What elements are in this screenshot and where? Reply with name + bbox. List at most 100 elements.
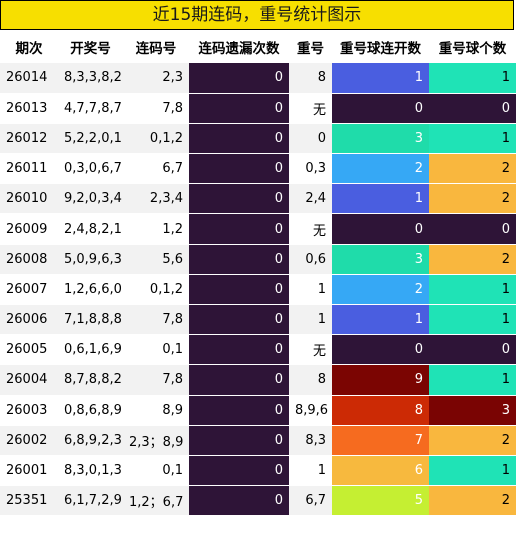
repeat-count-cell: 1 [429,304,516,336]
repeat-count-cell: 2 [429,153,516,185]
period-cell: 26006 [0,304,58,336]
repeat-cell: 8,3 [289,425,332,456]
period-cell: 26010 [0,183,58,215]
repeat-count-cell: 1 [429,274,516,306]
consecutive-cell: 2,3；8,9 [123,425,189,456]
numbers-cell: 2,4,8,2,1 [58,213,123,245]
repeat-cell: 6,7 [289,485,332,517]
table-row: 25351 6,1,7,2,9 1,2；6,7 0 6,7 5 2 [0,485,516,517]
repeat-streak-cell: 1 [332,304,429,336]
numbers-cell: 6,1,7,2,9 [58,485,123,517]
numbers-cell: 5,2,2,0,1 [58,123,123,155]
numbers-cell: 8,3,3,8,2 [58,63,123,94]
table-row: 26013 4,7,7,8,7 7,8 0 无 0 0 [0,93,516,124]
period-cell: 26011 [0,153,58,185]
repeat-streak-cell: 0 [332,213,429,245]
consecutive-cell: 2,3,4 [123,183,189,215]
table-row: 26010 9,2,0,3,4 2,3,4 0 2,4 1 2 [0,183,516,215]
table-row: 26008 5,0,9,6,3 5,6 0 0,6 3 2 [0,244,516,275]
repeat-streak-cell: 6 [332,455,429,487]
repeat-count-cell: 0 [429,334,516,366]
stats-table: 期次 开奖号 连码号 连码遗漏次数 重号 重号球连开数 重号球个数 26014 8… [0,30,516,517]
repeat-streak-cell: 3 [332,123,429,155]
miss-count-cell: 0 [189,183,289,215]
miss-count-cell: 0 [189,274,289,306]
miss-count-cell: 0 [189,123,289,155]
repeat-count-cell: 2 [429,485,516,517]
consecutive-cell: 8,9 [123,395,189,426]
repeat-count-cell: 3 [429,395,516,426]
repeat-cell: 0,3 [289,153,332,185]
repeat-count-cell: 0 [429,93,516,124]
period-cell: 26002 [0,425,58,456]
table-row: 26004 8,7,8,8,2 7,8 0 8 9 1 [0,364,516,396]
col-header-repeat-count: 重号球个数 [438,40,507,57]
numbers-cell: 8,3,0,1,3 [58,455,123,487]
repeat-count-cell: 2 [429,183,516,215]
period-cell: 26007 [0,274,58,306]
numbers-cell: 0,3,0,6,7 [58,153,123,185]
col-header-miss-count: 连码遗漏次数 [198,40,280,57]
header-row: 期次 开奖号 连码号 连码遗漏次数 重号 重号球连开数 重号球个数 [0,30,516,63]
miss-count-cell: 0 [189,485,289,517]
miss-count-cell: 0 [189,304,289,336]
period-cell: 26013 [0,93,58,124]
table-row: 26005 0,6,1,6,9 0,1 0 无 0 0 [0,334,516,366]
numbers-cell: 0,6,1,6,9 [58,334,123,366]
table-row: 26014 8,3,3,8,2 2,3 0 8 1 1 [0,63,516,94]
repeat-count-cell: 2 [429,244,516,275]
col-header-period: 期次 [15,40,43,57]
consecutive-cell: 0,1 [123,455,189,487]
repeat-cell: 8 [289,63,332,94]
repeat-streak-cell: 0 [332,334,429,366]
table-row: 26003 0,8,6,8,9 8,9 0 8,9,6 8 3 [0,395,516,426]
miss-count-cell: 0 [189,395,289,426]
repeat-streak-cell: 3 [332,244,429,275]
repeat-cell: 1 [289,274,332,306]
repeat-cell: 0,6 [289,244,332,275]
miss-count-cell: 0 [189,213,289,245]
col-header-repeat-streak: 重号球连开数 [340,40,421,57]
table-row: 26007 1,2,6,6,0 0,1,2 0 1 2 1 [0,274,516,306]
period-cell: 26004 [0,364,58,396]
miss-count-cell: 0 [189,455,289,487]
numbers-cell: 9,2,0,3,4 [58,183,123,215]
miss-count-cell: 0 [189,93,289,124]
repeat-cell: 2,4 [289,183,332,215]
repeat-streak-cell: 7 [332,425,429,456]
miss-count-cell: 0 [189,63,289,94]
table-row: 26006 7,1,8,8,8 7,8 0 1 1 1 [0,304,516,336]
consecutive-cell: 2,3 [123,63,189,94]
repeat-streak-cell: 1 [332,183,429,215]
consecutive-cell: 0,1,2 [123,123,189,155]
repeat-count-cell: 1 [429,455,516,487]
numbers-cell: 6,8,9,2,3 [58,425,123,456]
repeat-streak-cell: 9 [332,364,429,396]
miss-count-cell: 0 [189,334,289,366]
consecutive-cell: 0,1,2 [123,274,189,306]
period-cell: 26003 [0,395,58,426]
miss-count-cell: 0 [189,425,289,456]
numbers-cell: 7,1,8,8,8 [58,304,123,336]
repeat-cell: 无 [289,93,332,124]
repeat-cell: 无 [289,213,332,245]
repeat-count-cell: 0 [429,213,516,245]
repeat-cell: 0 [289,123,332,155]
numbers-cell: 8,7,8,8,2 [58,364,123,396]
repeat-streak-cell: 1 [332,63,429,94]
chart-title: 近15期连码，重号统计图示 [0,0,514,30]
period-cell: 25351 [0,485,58,517]
repeat-count-cell: 1 [429,123,516,155]
table-row: 26009 2,4,8,2,1 1,2 0 无 0 0 [0,213,516,245]
repeat-cell: 1 [289,304,332,336]
numbers-cell: 5,0,9,6,3 [58,244,123,275]
consecutive-cell: 1,2 [123,213,189,245]
consecutive-cell: 6,7 [123,153,189,185]
col-header-consecutive: 连码号 [135,40,177,57]
period-cell: 26014 [0,63,58,94]
consecutive-cell: 5,6 [123,244,189,275]
repeat-streak-cell: 0 [332,93,429,124]
numbers-cell: 1,2,6,6,0 [58,274,123,306]
repeat-streak-cell: 5 [332,485,429,517]
repeat-cell: 8 [289,364,332,396]
